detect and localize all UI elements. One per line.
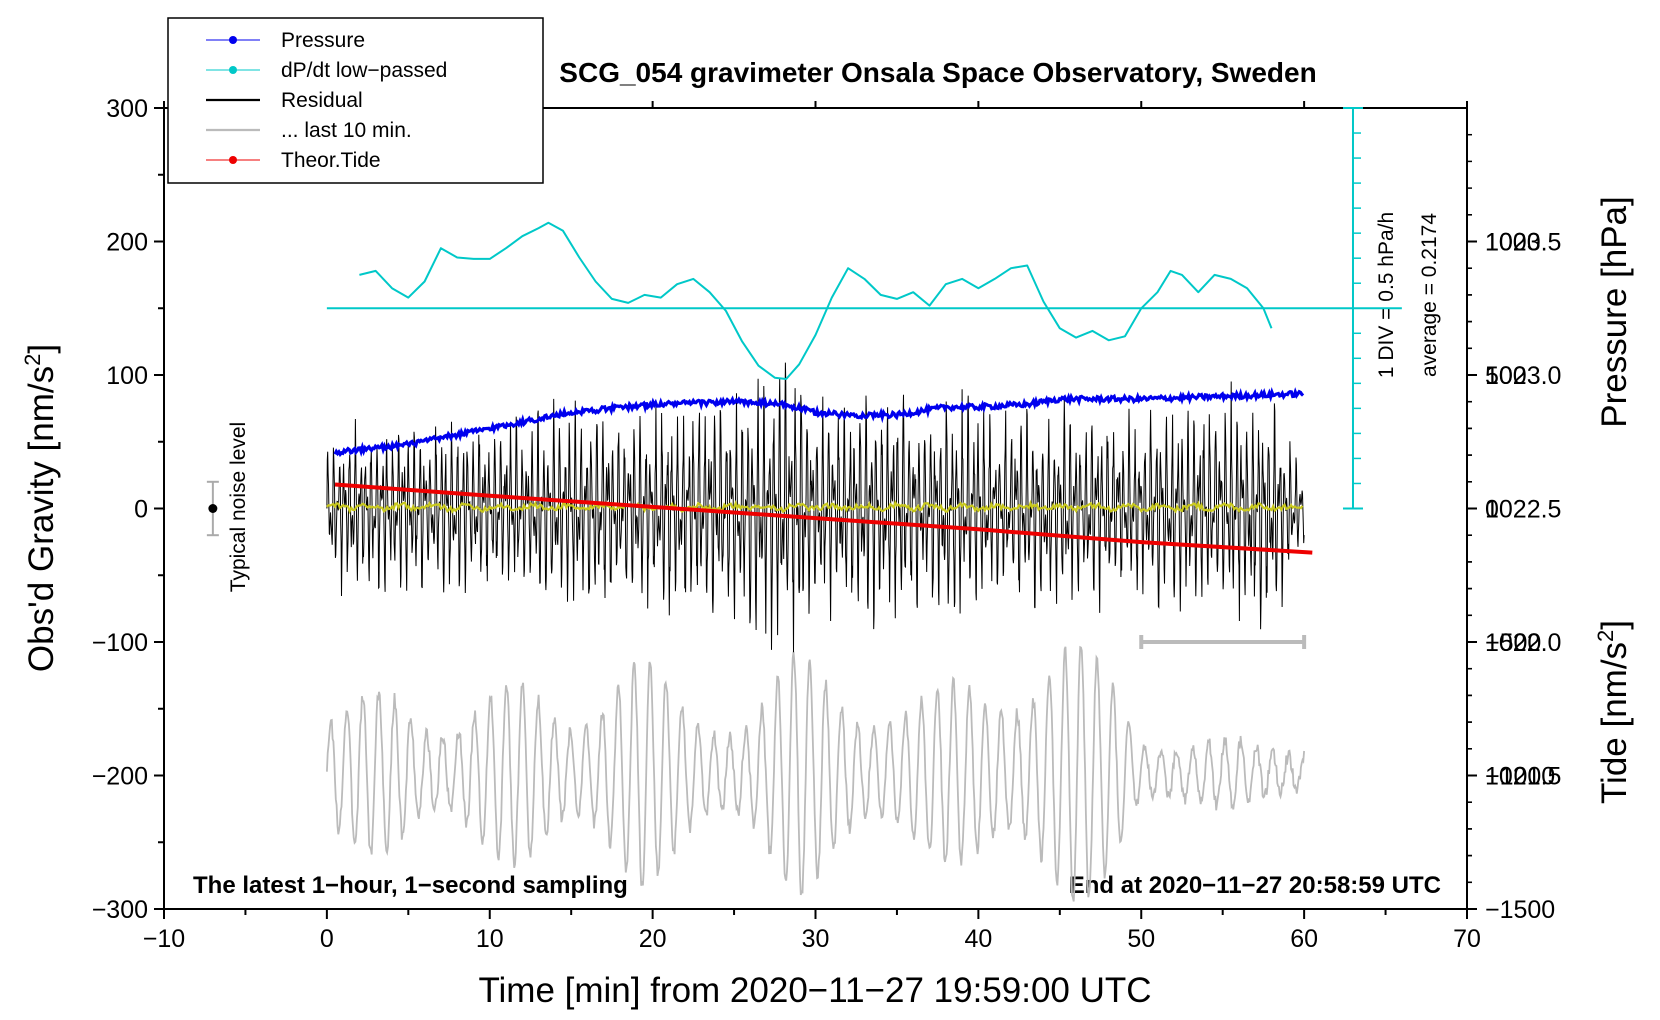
y-tick-label: −300	[92, 896, 148, 924]
series-residual-smoothed	[326, 499, 1304, 515]
pressure-tick-label: 1021.5	[1485, 763, 1561, 791]
tide-tick-label: 1000	[1485, 229, 1541, 257]
y-axis-title-pressure: Pressure [hPa]	[1595, 196, 1634, 428]
tide-tick-label: −1000	[1485, 763, 1555, 791]
legend-label: ... last 10 min.	[281, 119, 412, 142]
pressure-tick-label: 1022.5	[1485, 496, 1561, 524]
x-tick-label: 0	[320, 925, 334, 953]
x-tick-label: 70	[1453, 925, 1481, 953]
legend-marker	[229, 66, 237, 74]
series-layer	[206, 107, 1402, 902]
annotation-dpdt-average: average = 0.2174	[1418, 213, 1441, 377]
legend: Pressure dP/dt low−passed Residual ... last…	[167, 17, 544, 184]
y-axis-title-tide: Tide [nm/s2]	[1593, 620, 1634, 804]
y-tick-label: 0	[134, 496, 148, 524]
annotation-noise-level: Typical noise level	[227, 422, 250, 592]
y-tick-label: −200	[92, 763, 148, 791]
legend-label: Pressure	[281, 29, 365, 52]
tide-tick-label: 0	[1485, 496, 1499, 524]
series-pressure	[333, 387, 1305, 458]
legend-marker	[229, 156, 237, 164]
tide-tick-label: 500	[1485, 362, 1527, 390]
series-dpdt	[359, 221, 1273, 380]
y-tick-label: 100	[106, 362, 148, 390]
x-tick-label: −10	[143, 925, 185, 953]
legend-marker	[229, 36, 237, 44]
x-tick-label: 60	[1290, 925, 1318, 953]
y-axis-title-left-end: ]	[22, 344, 61, 354]
x-axis-title: Time [min] from 2020−11−27 19:59:00 UTC	[478, 971, 1151, 1010]
y-tick-label: 200	[106, 229, 148, 257]
legend-label: Theor.Tide	[281, 149, 381, 172]
y-axis-title-tide-end: ]	[1595, 620, 1634, 630]
y-axis-title-left-sup: 2	[20, 354, 45, 366]
y-tick-label: 300	[106, 95, 148, 123]
legend-label: Residual	[281, 89, 363, 112]
annotation-end-time: End at 2020−11−27 20:58:59 UTC	[1069, 872, 1441, 899]
noise-bar-dot	[208, 504, 218, 513]
annotation-dpdt-scale: 1 DIV = 0.5 hPa/h	[1375, 212, 1398, 378]
x-tick-label: 20	[639, 925, 667, 953]
y-axis-title-left-main: Obs'd Gravity [nm/s	[22, 366, 61, 672]
x-tick-label: 30	[802, 925, 830, 953]
series-theor-tide	[334, 482, 1313, 555]
pressure-tick-label: 1022.0	[1485, 629, 1561, 657]
y-axis-title-tide-main: Tide [nm/s	[1595, 642, 1634, 804]
pressure-tick-label: 1023.0	[1485, 362, 1561, 390]
y-axis-title-tide-sup: 2	[1593, 630, 1618, 642]
legend-label: dP/dt low−passed	[281, 59, 447, 82]
series-last-10-min	[326, 645, 1305, 902]
tide-tick-label: −500	[1485, 629, 1541, 657]
y-tick-label: −100	[92, 629, 148, 657]
annotation-sampling: The latest 1−hour, 1−second sampling	[193, 872, 628, 899]
chart-title: SCG_054 gravimeter Onsala Space Observat…	[559, 57, 1316, 88]
ticks-layer: −10 0 10 20 30 40 50 60 703002001000−100−200−300…	[92, 95, 1562, 953]
pressure-tick-label: 1023.5	[1485, 229, 1561, 257]
x-tick-label: 50	[1127, 925, 1155, 953]
x-tick-label: 10	[476, 925, 504, 953]
x-tick-label: 40	[964, 925, 992, 953]
tide-tick-label: −1500	[1485, 896, 1555, 924]
y-axis-title-left: Obs'd Gravity [nm/s2]	[20, 344, 61, 672]
